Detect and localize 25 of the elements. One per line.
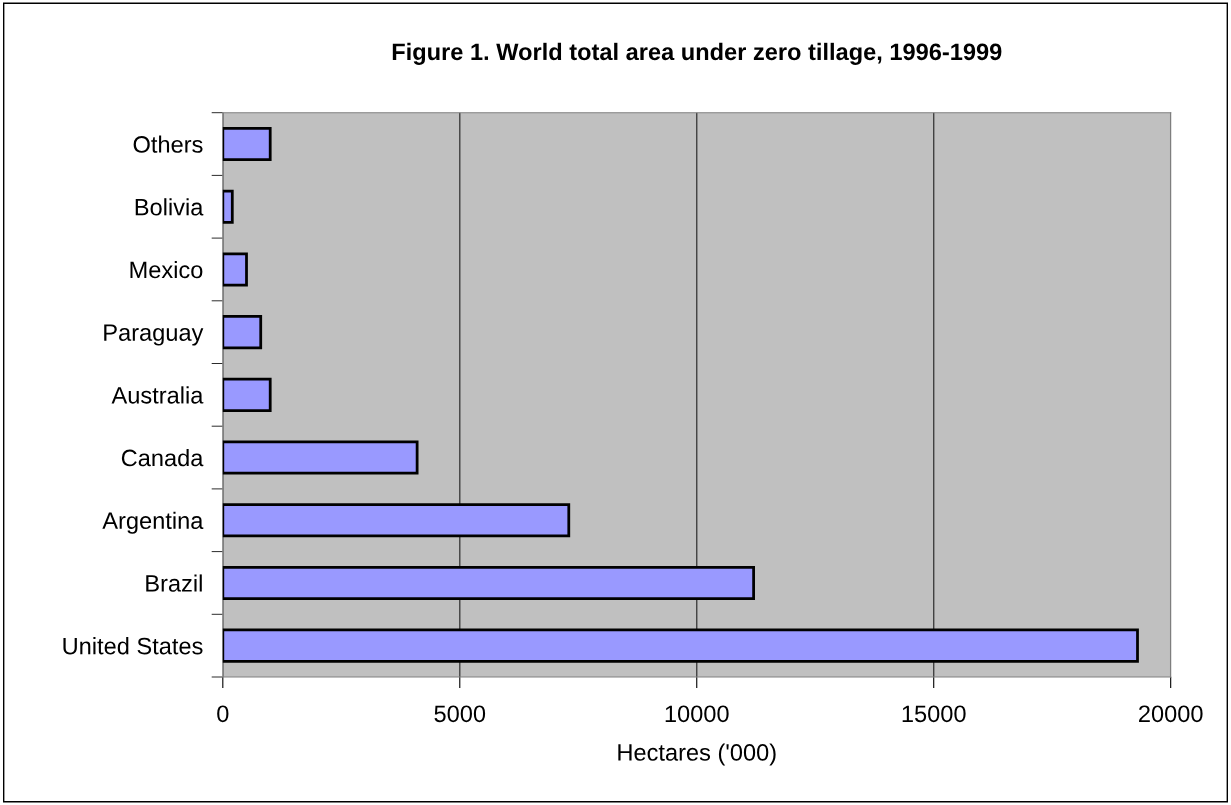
y-tick-label: Canada: [121, 449, 204, 467]
bar: [222, 315, 263, 350]
x-tick-label: 15000: [902, 705, 966, 723]
bar: [222, 440, 419, 475]
y-tick-label: Bolivia: [135, 198, 204, 216]
bar: [222, 503, 571, 538]
y-tick-label: Argentina: [102, 511, 204, 534]
y-tick-label: Australia: [111, 386, 204, 404]
y-tick-label: Paraguay: [104, 324, 204, 346]
bar: [222, 628, 1139, 663]
bar: [222, 252, 248, 287]
y-tick-label: Others: [133, 135, 203, 153]
y-tick-label: Brazil: [146, 574, 202, 592]
bar: [222, 377, 272, 412]
x-tick-label: 5000: [434, 705, 486, 723]
bar: [222, 189, 234, 224]
x-tick-label: 10000: [665, 705, 729, 723]
bar: [222, 126, 272, 162]
y-tick-label: United States: [63, 637, 203, 655]
y-tick-label: Mexico: [130, 260, 203, 279]
chart-title: Figure 1. World total area under zero tillage, 1996-1999: [392, 42, 1002, 65]
x-tick-label: 0: [217, 705, 229, 723]
bar: [222, 565, 756, 601]
x-axis-title: Hectares ('000): [618, 743, 776, 766]
x-tick-label: 20000: [1139, 705, 1203, 723]
